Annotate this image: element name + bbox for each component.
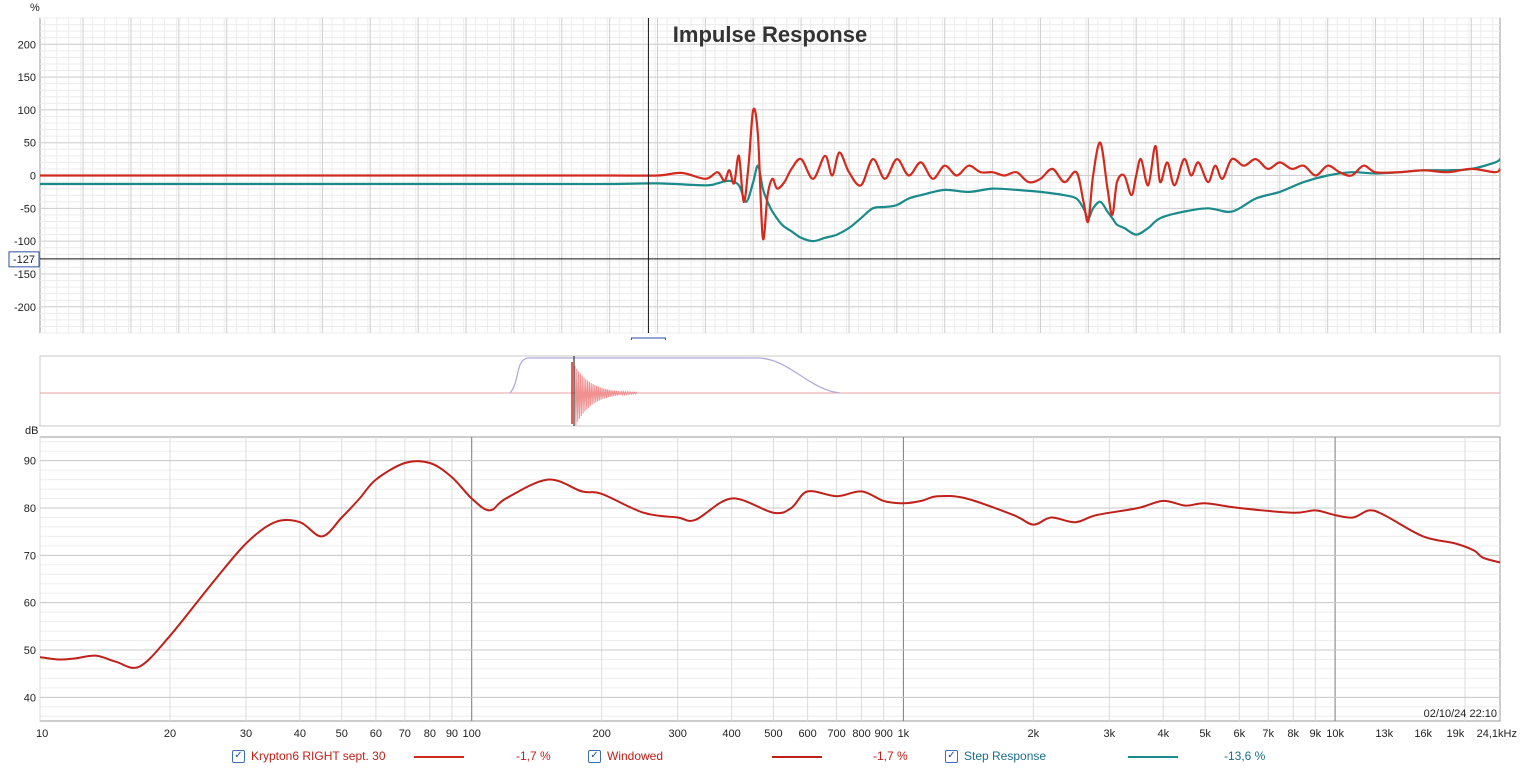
ir-y-tick-label: 50 [24,138,36,150]
fr-x-tick-label: 600 [798,728,816,740]
ir-y-tick-label: 150 [18,72,36,84]
ir-y-tick-label: 0 [30,171,36,183]
fr-x-tick-label: 8k [1287,728,1299,740]
legend-item-measurement[interactable]: ✓ Krypton6 RIGHT sept. 30 [232,749,386,763]
fr-plot-area [39,436,1501,722]
fr-x-tick-label: 7k [1262,728,1274,740]
fr-x-tick-label: 800 [852,728,870,740]
fr-y-tick-label: 90 [24,456,36,468]
cursor-y-readout-box [8,251,40,268]
ir-y-tick-label: 200 [18,39,36,51]
fr-x-tick-label: 1k [898,728,910,740]
fr-y-tick-label: 60 [24,598,36,610]
fr-x-tick-label: 90 [446,728,458,740]
cursor-x-readout-box [630,337,666,340]
impulse-response-chart[interactable]: -2,8m-2,6m-2,4m-2,2m-2,0m-1,8m-1,6m-1,4m… [0,0,1520,340]
legend-item-windowed[interactable]: ✓ Windowed [588,749,663,763]
fr-x-tick-label: 6k [1234,728,1246,740]
ir-y-tick-label: -50 [20,203,36,215]
fr-x-tick-label: 4k [1157,728,1169,740]
legend-checkbox[interactable]: ✓ [588,749,601,763]
fr-x-tick-label: 5k [1199,728,1211,740]
fr-y-axis-unit: dB [25,425,38,437]
ir-y-axis-unit: % [30,2,40,14]
legend-name: Step Response [964,749,1047,763]
fr-x-tick-label: 700 [827,728,845,740]
fr-x-tick-label: 100 [463,728,481,740]
overview-impulse-trace [574,365,638,426]
fr-x-tick-label: 60 [370,728,382,740]
legend-bar: ✓ Krypton6 RIGHT sept. 30 -1,7 % ✓ Windo… [0,748,1520,766]
ir-chart-title: Impulse Response [673,22,867,47]
fr-x-tick-label: 40 [294,728,306,740]
fr-x-tick-label: 16k [1414,728,1432,740]
fr-y-tick-label: 40 [24,692,36,704]
legend-checkbox[interactable]: ✓ [945,749,958,763]
fr-y-tick-label: 70 [24,550,36,562]
legend-value-windowed: -1,7 % [873,749,908,763]
ir-y-tick-label: -200 [14,302,36,314]
fr-x-tick-label: 24,1kHz [1477,728,1517,740]
fr-x-tick-label: 200 [592,728,610,740]
legend-swatch-step-response [1128,756,1178,758]
overview-window-shape [509,357,841,394]
fr-x-tick-label: 13k [1375,728,1393,740]
impulse-overview-strip[interactable] [0,352,1520,428]
fr-y-tick-label: 80 [24,503,36,515]
fr-x-tick-label: 400 [722,728,740,740]
fr-x-tick-label: 2k [1028,728,1040,740]
fr-x-tick-label: 900 [874,728,892,740]
ir-y-tick-label: -100 [14,236,36,248]
step-response-line [40,158,1501,243]
fr-x-tick-label: 20 [164,728,176,740]
frequency-response-line [39,460,1501,669]
fr-x-tick-label: 10 [36,728,48,740]
fr-x-tick-label: 10k [1326,728,1344,740]
ir-y-tick-label: 100 [18,105,36,117]
fr-x-tick-label: 70 [399,728,411,740]
fr-x-tick-label: 9k [1310,728,1322,740]
legend-name: Krypton6 RIGHT sept. 30 [251,749,386,763]
legend-item-step-response[interactable]: ✓ Step Response [945,749,1046,763]
impulse-response-line [39,107,1501,241]
ir-y-tick-label: -150 [14,269,36,281]
legend-swatch-measurement [414,756,464,758]
fr-x-tick-label: 3k [1104,728,1116,740]
fr-x-tick-label: 300 [668,728,686,740]
fr-x-tick-label: 500 [764,728,782,740]
cursor-y-readout: -127 [13,254,35,266]
legend-name: Windowed [607,749,664,763]
legend-swatch-windowed [772,756,822,758]
legend-value-step-response: -13,6 % [1224,749,1266,763]
legend-value-measurement: -1,7 % [516,749,551,763]
overview-area [39,355,1501,427]
frequency-response-chart[interactable]: 90 80 70 60 50 40 dB 10 20 30 40 50 60 70 80 90 100 200 30… [0,425,1520,745]
fr-x-tick-label: 50 [336,728,348,740]
fr-timestamp: 02/10/24 22:10 [1424,708,1497,720]
legend-checkbox[interactable]: ✓ [232,749,245,763]
fr-y-tick-label: 50 [24,645,36,657]
fr-x-tick-label: 80 [424,728,436,740]
fr-x-tick-label: 30 [240,728,252,740]
fr-x-tick-label: 19k [1447,728,1465,740]
